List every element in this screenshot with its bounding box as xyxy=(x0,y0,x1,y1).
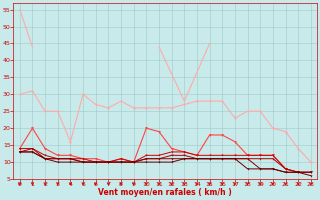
X-axis label: Vent moyen/en rafales ( km/h ): Vent moyen/en rafales ( km/h ) xyxy=(99,188,232,197)
